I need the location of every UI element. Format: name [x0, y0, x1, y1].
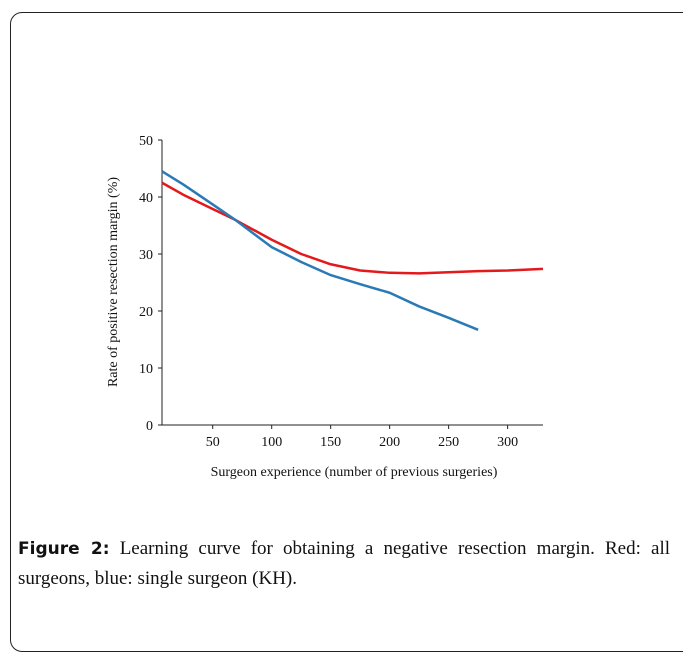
- x-tick-label: 50: [206, 435, 220, 450]
- line-series: [161, 181, 544, 275]
- x-tick-label: 200: [379, 435, 400, 450]
- y-tick-label: 0: [146, 419, 153, 434]
- y-tick-label: 30: [139, 248, 153, 263]
- y-axis-label: Rate of positive resection margin (%): [106, 177, 121, 387]
- y-tick-label: 20: [139, 305, 153, 320]
- x-tick-label: 250: [438, 435, 459, 450]
- caption: Figure 2: Learning curve for obtaining a…: [18, 534, 670, 594]
- x-tick-label: 150: [320, 435, 341, 450]
- caption-text: Learning curve for obtaining a negative …: [18, 538, 671, 589]
- x-tick-label: 300: [497, 435, 518, 450]
- caption-label: Figure 2:: [18, 539, 110, 559]
- x-axis-label: Surgeon experience (number of previous s…: [211, 465, 498, 480]
- y-tick-label: 50: [139, 134, 153, 149]
- page: Surgeon experience (number of previous s…: [10, 12, 683, 652]
- y-tick-label: 40: [139, 191, 153, 206]
- line-series: [161, 170, 479, 331]
- y-tick-label: 10: [139, 362, 153, 377]
- chart: Surgeon experience (number of previous s…: [106, 134, 544, 480]
- x-tick-label: 100: [261, 435, 282, 450]
